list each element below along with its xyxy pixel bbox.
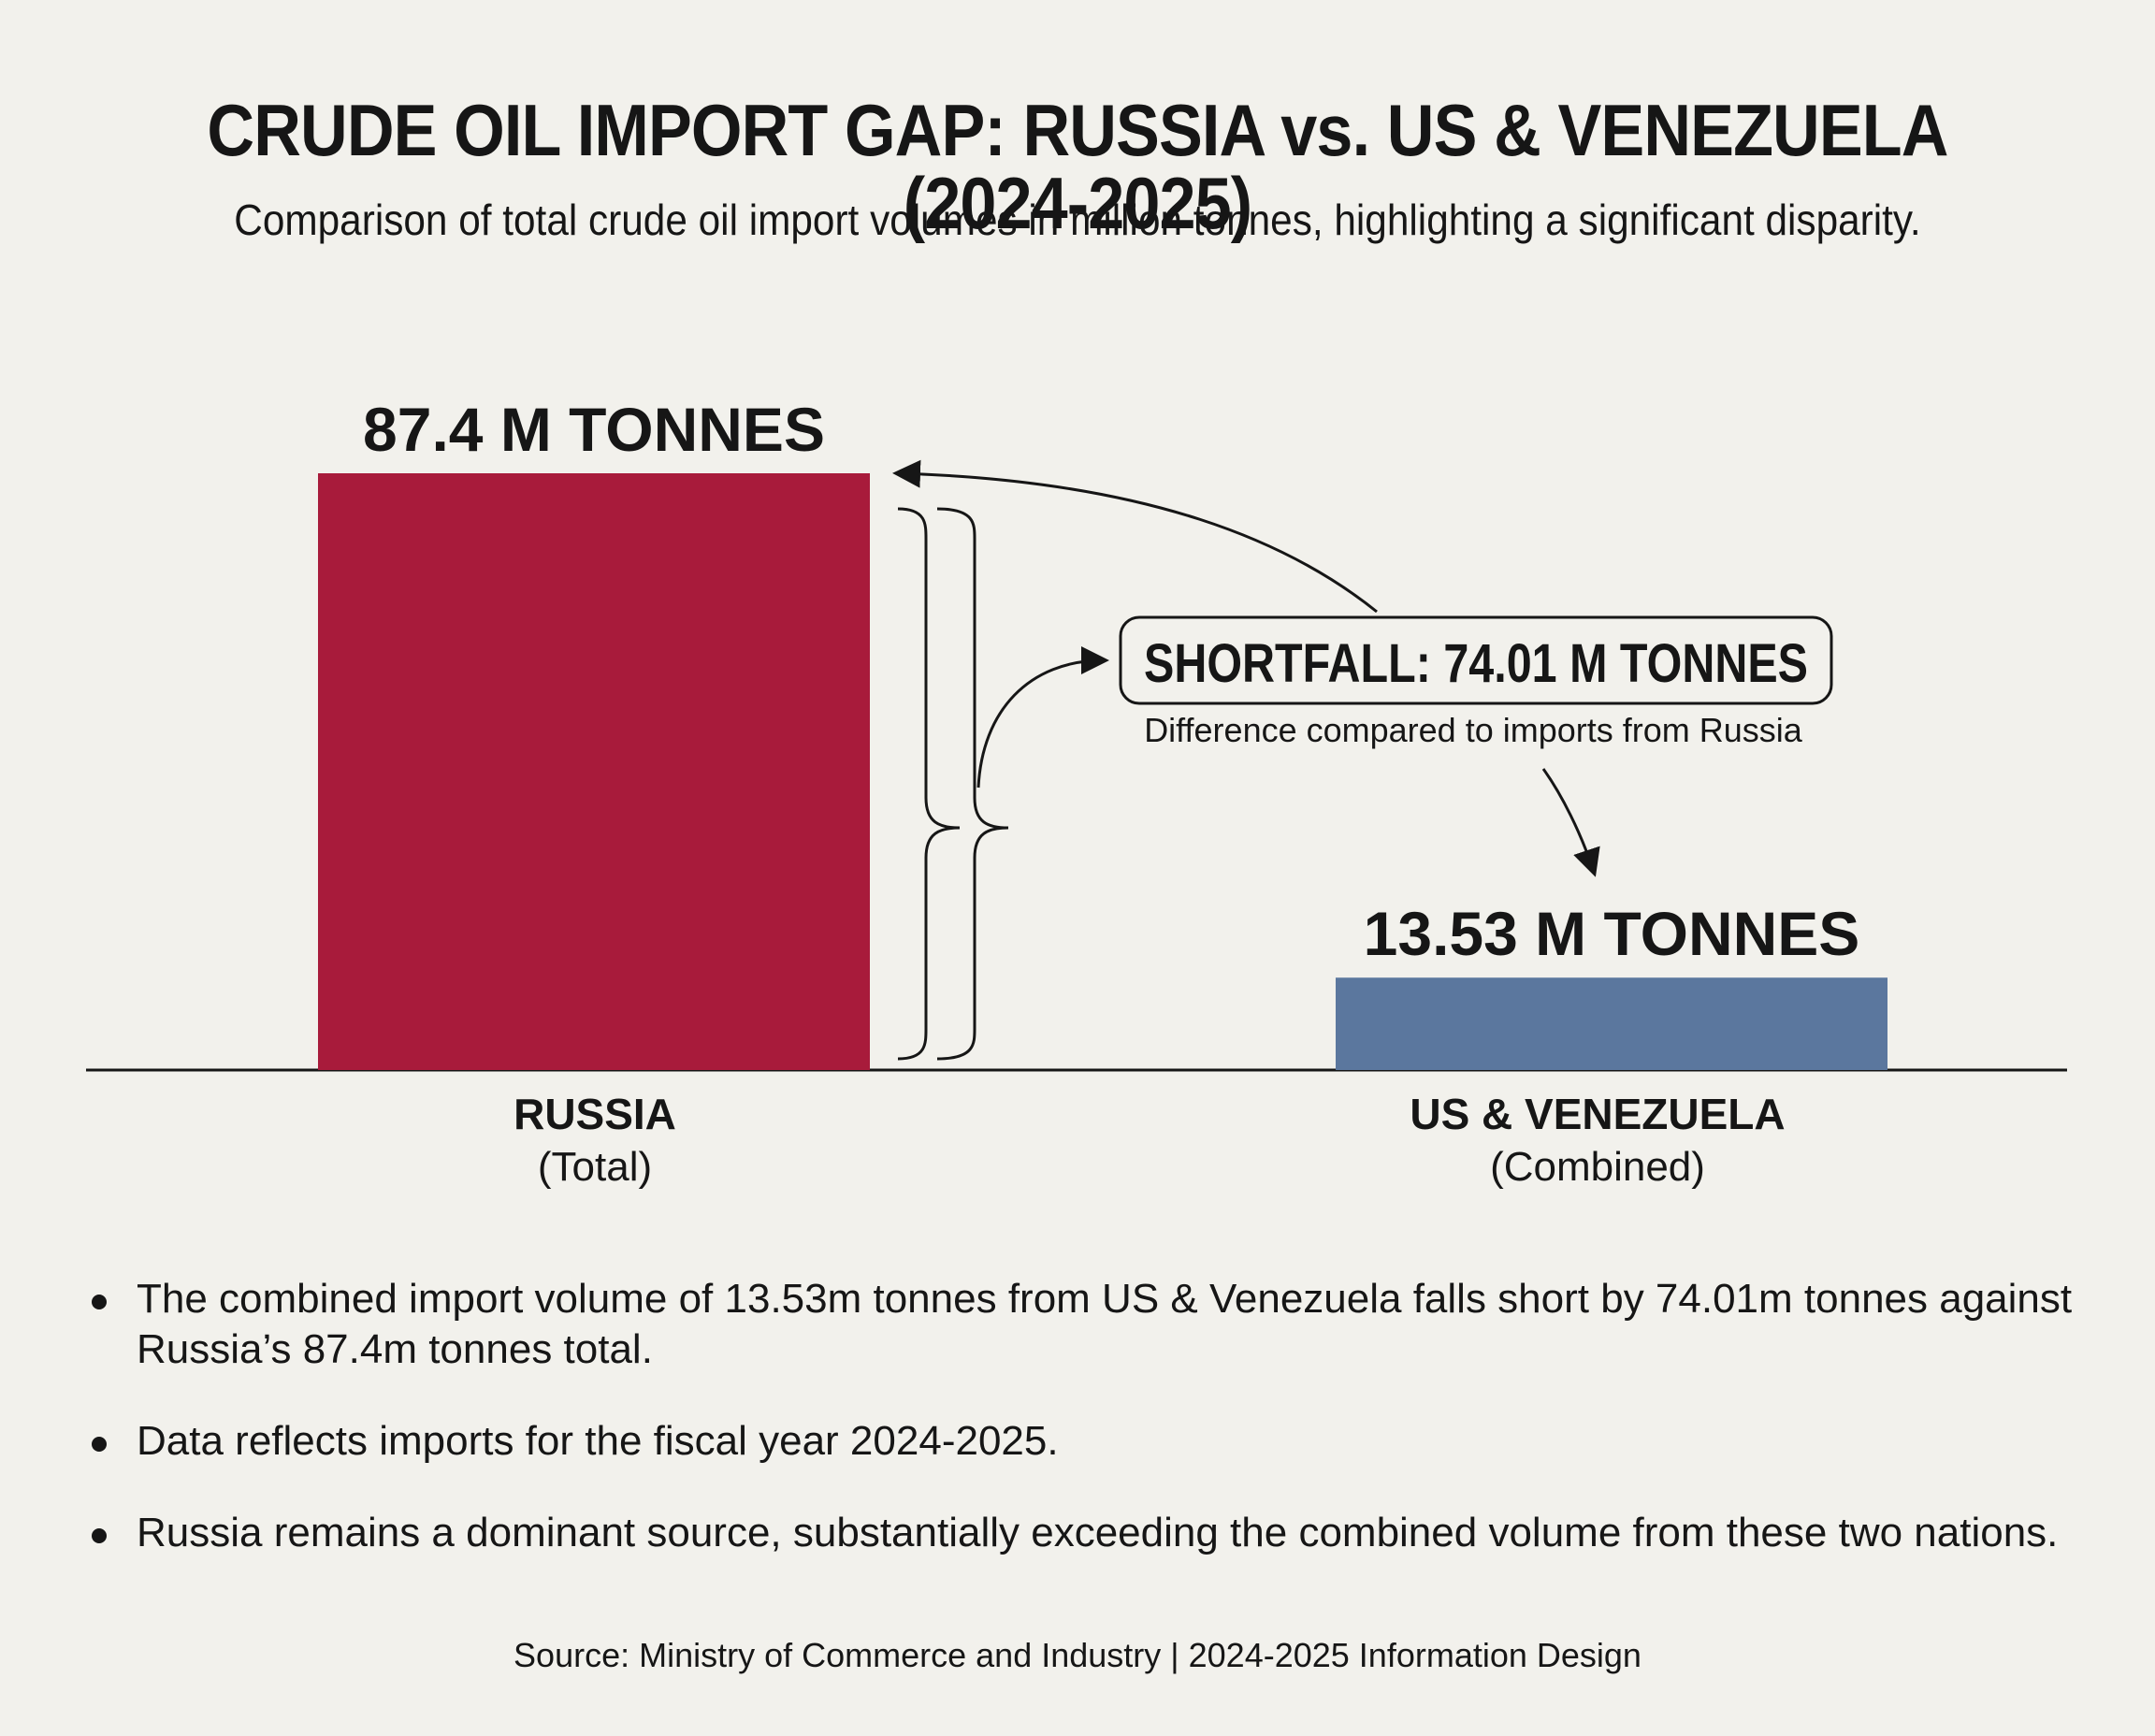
shortfall-brace-inner (936, 507, 1009, 1061)
bar-russia (318, 473, 870, 1070)
shortfall-callout-box (1119, 615, 1833, 705)
category-sublabel-us-venezuela: (Combined) (1490, 1144, 1705, 1190)
arrow-callout-to-bar (1541, 768, 1600, 877)
arrow-brace-to-callout (976, 646, 1109, 788)
value-label-russia: 87.4 M TONNES (363, 395, 825, 464)
page-subtitle: Comparison of total crude oil import vol… (234, 195, 1921, 244)
key-notes-list: The combined import volume of 13.53m ton… (90, 1274, 2082, 1599)
page-title: CRUDE OIL IMPORT GAP: RUSSIA vs. US & VE… (207, 89, 1948, 244)
category-label-russia: RUSSIA (513, 1090, 676, 1138)
arrow-to-russia-top (892, 459, 1378, 614)
source-footer: Source: Ministry of Commerce and Industr… (513, 1636, 1642, 1674)
shortfall-sublabel: Difference compared to imports from Russ… (1144, 711, 1803, 749)
shortfall-brace-outer (897, 507, 961, 1061)
bar-chart: 87.4 M TONNES 13.53 M TONNES SHORTFALL: … (86, 395, 2067, 1072)
bar-us-venezuela (1336, 977, 1887, 1070)
value-label-us-venezuela: 13.53 M TONNES (1364, 899, 1860, 968)
note-item: Data reflects imports for the fiscal yea… (90, 1416, 2082, 1467)
note-item: Russia remains a dominant source, substa… (90, 1508, 2082, 1558)
category-label-us-venezuela: US & VENEZUELA (1410, 1090, 1786, 1138)
note-item: The combined import volume of 13.53m ton… (90, 1274, 2082, 1375)
category-sublabel-russia: (Total) (537, 1144, 653, 1190)
shortfall-label: SHORTFALL: 74.01 M TONNES (1144, 633, 1808, 694)
